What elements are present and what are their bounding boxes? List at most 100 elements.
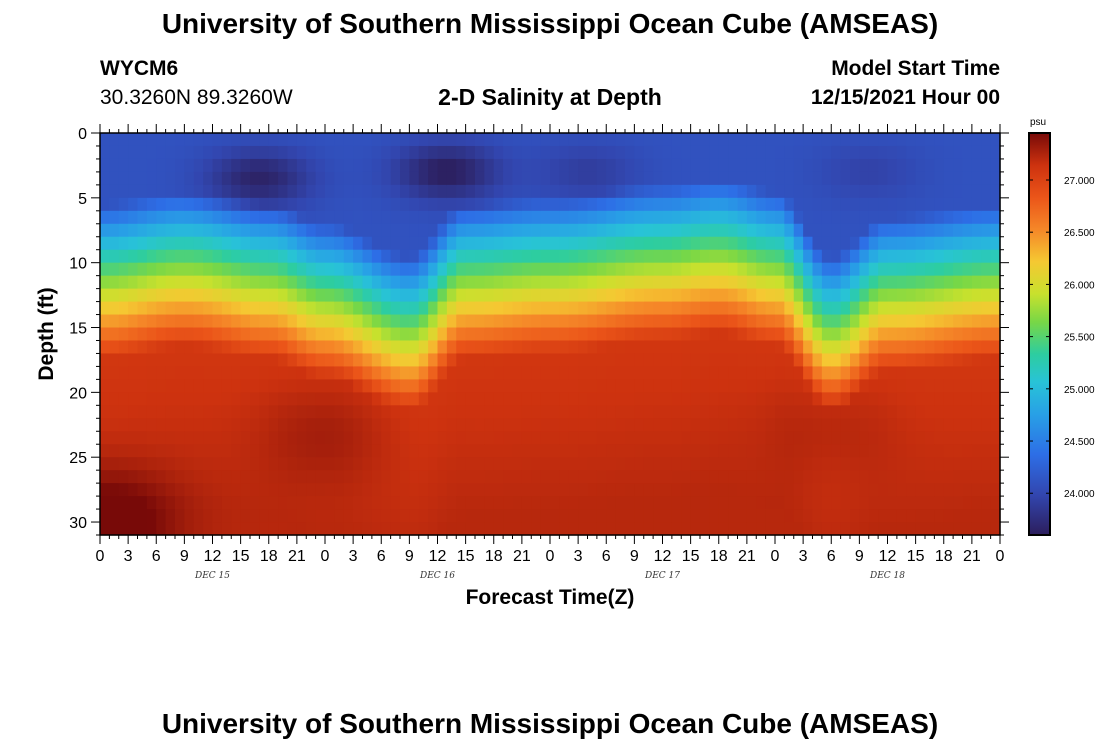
heatmap-cell: [146, 145, 157, 160]
heatmap-cell: [390, 496, 401, 510]
heatmap-cell: [681, 236, 692, 251]
heatmap-cell: [887, 496, 898, 510]
heatmap-cell: [596, 327, 607, 342]
heatmap-cell: [353, 158, 364, 173]
heatmap-cell: [109, 431, 120, 445]
heatmap-cell: [831, 262, 842, 277]
heatmap-cell: [540, 314, 551, 329]
heatmap-cell: [184, 379, 195, 393]
heatmap-cell: [268, 262, 279, 277]
heatmap-cell: [315, 444, 326, 458]
heatmap-cell: [409, 418, 420, 432]
heatmap-cell: [803, 249, 814, 264]
heatmap-cell: [315, 457, 326, 471]
heatmap-cell: [550, 171, 560, 186]
heatmap-cell: [943, 314, 954, 329]
heatmap-cell: [681, 405, 692, 419]
heatmap-cell: [737, 223, 748, 238]
heatmap-cell: [840, 457, 851, 471]
heatmap-cell: [409, 133, 420, 147]
heatmap-cell: [353, 223, 364, 238]
heatmap-cell: [381, 236, 392, 251]
heatmap-cell: [231, 171, 242, 186]
heatmap-cell: [709, 405, 720, 419]
heatmap-cell: [718, 288, 729, 303]
heatmap-cell: [934, 275, 945, 290]
heatmap-cell: [465, 340, 476, 355]
heatmap-cell: [775, 262, 785, 277]
heatmap-cell: [278, 145, 289, 160]
heatmap-cell: [765, 405, 776, 419]
heatmap-cell: [765, 340, 776, 355]
heatmap-cell: [175, 197, 185, 212]
heatmap-cell: [128, 223, 139, 238]
heatmap-cell: [540, 184, 551, 199]
heatmap-cell: [315, 145, 326, 160]
heatmap-cell: [381, 184, 392, 199]
heatmap-cell: [878, 210, 889, 225]
heatmap-cell: [221, 496, 232, 510]
heatmap-cell: [596, 509, 607, 523]
heatmap-cell: [184, 509, 195, 523]
heatmap-cell: [925, 470, 935, 484]
heatmap-cell: [212, 314, 223, 329]
heatmap-cell: [896, 418, 907, 432]
heatmap-cell: [362, 184, 373, 199]
heatmap-cell: [671, 236, 682, 251]
heatmap-cell: [521, 353, 532, 368]
heatmap-cell: [221, 184, 232, 199]
heatmap-cell: [343, 249, 354, 264]
heatmap-cell: [193, 366, 204, 380]
heatmap-cell: [118, 431, 129, 445]
heatmap-cell: [118, 509, 129, 523]
heatmap-cell: [540, 275, 551, 290]
heatmap-cell: [437, 327, 448, 342]
heatmap-cell: [990, 457, 1001, 471]
heatmap-cell: [981, 314, 992, 329]
heatmap-cell: [756, 288, 767, 303]
heatmap-cell: [868, 262, 879, 277]
heatmap-cell: [437, 418, 448, 432]
heatmap-cell: [887, 405, 898, 419]
heatmap-cell: [259, 405, 270, 419]
heatmap-cell: [259, 340, 270, 355]
heatmap-cell: [400, 197, 410, 212]
heatmap-cell: [353, 301, 364, 316]
heatmap-cell: [278, 470, 289, 484]
heatmap-cell: [381, 314, 392, 329]
heatmap-cell: [137, 379, 148, 393]
heatmap-cell: [156, 353, 167, 368]
heatmap-cell: [709, 392, 720, 406]
heatmap-cell: [850, 301, 860, 316]
heatmap-cell: [268, 431, 279, 445]
heatmap-cell: [268, 275, 279, 290]
heatmap-cell: [259, 314, 270, 329]
heatmap-cell: [821, 275, 832, 290]
heatmap-cell: [203, 353, 214, 368]
heatmap-cell: [287, 133, 298, 147]
heatmap-cell: [409, 184, 420, 199]
heatmap-cell: [971, 133, 982, 147]
heatmap-cell: [146, 509, 157, 523]
heatmap-cell: [418, 340, 429, 355]
heatmap-cell: [962, 327, 973, 342]
heatmap-cell: [315, 379, 326, 393]
heatmap-cell: [812, 288, 823, 303]
heatmap-cell: [709, 133, 720, 147]
heatmap-cell: [156, 236, 167, 251]
heatmap-cell: [878, 197, 889, 212]
heatmap-cell: [775, 470, 785, 484]
heatmap-cell: [943, 392, 954, 406]
heatmap-cell: [868, 275, 879, 290]
heatmap-cell: [306, 379, 317, 393]
heatmap-cell: [765, 457, 776, 471]
heatmap-cell: [353, 249, 364, 264]
heatmap-cell: [634, 262, 645, 277]
heatmap-cell: [859, 158, 870, 173]
heatmap-cell: [465, 444, 476, 458]
heatmap-cell: [362, 340, 373, 355]
heatmap-cell: [146, 522, 157, 536]
heatmap-cell: [278, 288, 289, 303]
heatmap-cell: [587, 197, 598, 212]
heatmap-cell: [615, 522, 626, 536]
